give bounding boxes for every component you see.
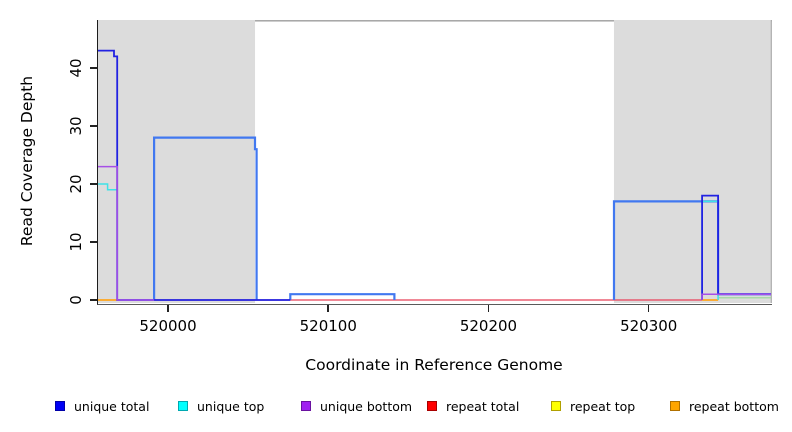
shaded-repeat-region [613, 20, 771, 303]
y-tick-label: 0 [67, 295, 85, 305]
y-tick-label: 20 [67, 174, 85, 194]
plot-area [97, 20, 772, 305]
x-tick-mark [327, 305, 329, 312]
legend-label: repeat top [570, 398, 636, 414]
repeat-top-swatch-icon [551, 401, 561, 411]
repeat-total-swatch-icon [427, 401, 437, 411]
legend-label: unique bottom [320, 398, 413, 414]
legend-item-unique-total: unique total [55, 398, 149, 414]
x-tick-label: 520200 [459, 317, 518, 335]
series-unique-bottom [98, 165, 771, 301]
legend-label: repeat bottom [689, 398, 779, 414]
y-tick-label: 30 [67, 116, 85, 136]
unique-bottom-swatch-icon [301, 401, 311, 411]
y-tick-mark [90, 299, 97, 301]
x-tick-label: 520100 [299, 317, 357, 335]
repeat-bottom-swatch-icon [670, 401, 680, 411]
shaded-repeat-region [98, 20, 256, 303]
legend-label: unique top [197, 398, 265, 414]
legend-label: repeat total [446, 398, 520, 414]
x-tick-mark [647, 305, 650, 312]
legend-item-repeat-total: repeat total [427, 398, 519, 414]
x-tick-label: 520000 [139, 317, 197, 335]
x-tick-mark [167, 305, 169, 312]
y-tick-mark [90, 67, 97, 69]
y-tick-label: 10 [67, 232, 85, 252]
legend-label: unique total [74, 398, 150, 414]
legend-item-repeat-top: repeat top [551, 398, 635, 414]
x-tick-label: 520300 [620, 317, 678, 335]
legend-item-unique-bottom: unique bottom [301, 398, 412, 414]
x-tick-mark [487, 305, 490, 312]
unique-total-swatch-icon [55, 401, 65, 411]
y-tick-mark [90, 183, 97, 185]
chart-canvas [98, 20, 772, 303]
y-tick-mark [90, 241, 97, 243]
y-tick-label: 40 [67, 58, 85, 78]
legend-item-unique-top: unique top [178, 398, 264, 414]
chart-legend: unique total unique top unique bottom re… [0, 398, 792, 418]
unique-top-swatch-icon [178, 401, 188, 411]
x-axis-title: Coordinate in Reference Genome [305, 356, 563, 374]
legend-item-repeat-bottom: repeat bottom [670, 398, 779, 414]
y-tick-mark [90, 125, 97, 127]
y-axis-title: Read Coverage Depth [18, 75, 36, 247]
